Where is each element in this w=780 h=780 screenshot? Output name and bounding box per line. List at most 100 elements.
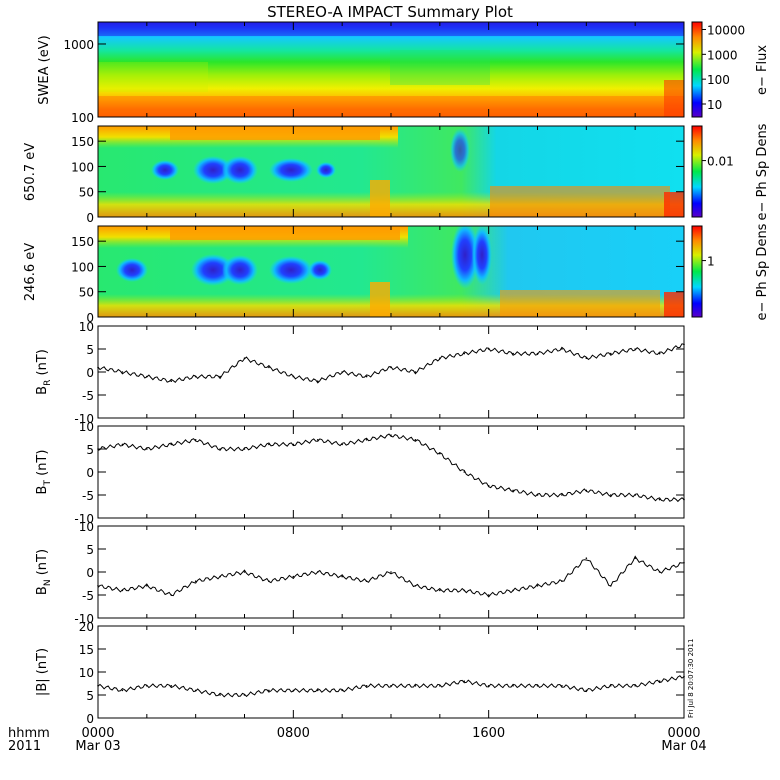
data-point [121, 371, 124, 373]
y-tick-label: 0 [86, 466, 94, 480]
y-tick-label: 50 [79, 186, 94, 200]
data-point [341, 443, 343, 446]
y-tick-label: -5 [82, 489, 94, 503]
data-point [414, 685, 417, 687]
data-point [609, 352, 612, 355]
pad650-y-label: 650.7 eV [23, 143, 38, 201]
panel-pad-650: 0 50 100 150 650.7 eV 0.01 e− Ph Sp Dens [23, 123, 770, 225]
panel-frame [97, 325, 685, 419]
timestamp-stamp: Fri Jul 8 20:07:30 2011 [687, 639, 695, 718]
data-point [487, 485, 490, 487]
y-tick-label: 10 [79, 320, 94, 334]
colorbar-tick-label: 0.01 [707, 155, 734, 169]
data-point [487, 685, 490, 687]
data-point [561, 580, 563, 582]
y-tick-label: 10 [79, 420, 94, 434]
series-line [97, 343, 685, 384]
pad246-y-axis: 0 50 100 150 [71, 235, 684, 325]
data-point [463, 352, 466, 355]
y-tick-label: 100 [71, 111, 94, 125]
data-point [268, 580, 270, 582]
data-point [316, 439, 319, 441]
data-point [634, 557, 636, 559]
panel-swea: 100 1000 SWEA (eV) 10 100 1000 10000 e− Flux [37, 21, 770, 125]
y-tick-label: 5 [86, 443, 94, 457]
swea-colorbar-label: e− Flux [755, 45, 770, 95]
data-point [243, 694, 246, 696]
pad246-colorbar-ticks: 1 [702, 255, 715, 269]
data-point [365, 580, 368, 582]
data-point [658, 680, 661, 682]
data-point [194, 689, 197, 692]
y-tick-label: 0 [86, 311, 94, 325]
data-point [658, 498, 661, 501]
data-point [414, 439, 417, 441]
pad246-colorbar [691, 225, 703, 318]
data-point [121, 443, 124, 446]
pad246-y-label: 246.6 eV [23, 243, 38, 301]
swea-colorbar [691, 21, 703, 118]
data-point [390, 571, 392, 573]
x-date-start: Mar 03 [75, 739, 120, 754]
y-label: BR (nT) [35, 349, 53, 395]
y-tick-label: -10 [74, 512, 94, 526]
panel-bmag: 0 5 10 15 20 |B| (nT) [35, 620, 685, 726]
x-date-end: Mar 04 [661, 739, 706, 754]
x-tick-label: 0000 [81, 726, 114, 741]
data-point [463, 680, 466, 682]
data-point [609, 685, 612, 687]
y-tick-label: 150 [71, 135, 94, 149]
data-point [536, 585, 539, 587]
data-point [146, 685, 148, 687]
panel-bt: -10 -5 0 5 10 BT (nT) [35, 420, 685, 526]
data-point [316, 571, 319, 573]
data-point [634, 494, 636, 496]
colorbar-tick-label: 1 [707, 255, 715, 269]
data-point [390, 434, 392, 437]
data-point [219, 694, 221, 696]
data-point [634, 685, 636, 687]
y-tick-label: 0 [86, 366, 94, 380]
y-tick-label: 10 [79, 520, 94, 534]
x-label-year: 2011 [8, 739, 41, 754]
data-point [292, 575, 295, 578]
data-point [121, 589, 124, 592]
y-tick-label: 150 [71, 235, 94, 249]
data-point [536, 352, 539, 355]
data-point [512, 685, 514, 687]
data-point [219, 575, 221, 578]
y-label: |B| (nT) [35, 648, 50, 696]
data-point [194, 580, 197, 582]
data-point [170, 380, 173, 383]
data-point [97, 366, 99, 369]
data-point [487, 348, 490, 350]
panel-pad-246: 0 50 100 150 246.6 eV 1 e− Ph Sp Dens [23, 223, 770, 325]
data-point [316, 689, 319, 692]
data-point [268, 443, 270, 446]
data-point [683, 498, 685, 501]
data-point [365, 375, 368, 378]
series-line [97, 555, 685, 598]
data-point [512, 489, 514, 492]
x-tick-label: 0800 [277, 726, 310, 741]
data-point [634, 348, 636, 350]
data-point [146, 448, 148, 450]
data-point [146, 585, 148, 587]
y-tick-label: 100 [71, 260, 94, 274]
data-point [268, 689, 270, 692]
data-point [536, 685, 539, 687]
y-tick-label: 100 [71, 160, 94, 174]
data-point [683, 562, 685, 564]
data-point [121, 689, 124, 692]
data-point [658, 571, 661, 573]
swea-y-axis: 100 1000 [63, 38, 684, 125]
data-point [292, 689, 295, 692]
data-point [146, 375, 148, 378]
y-tick-label: 5 [86, 689, 94, 703]
data-point [341, 575, 343, 578]
data-point [561, 685, 563, 687]
panel-br: -10 -5 0 5 10 BR (nT) [35, 320, 685, 426]
data-point [97, 448, 99, 450]
data-point [609, 494, 612, 496]
data-point [439, 589, 441, 592]
